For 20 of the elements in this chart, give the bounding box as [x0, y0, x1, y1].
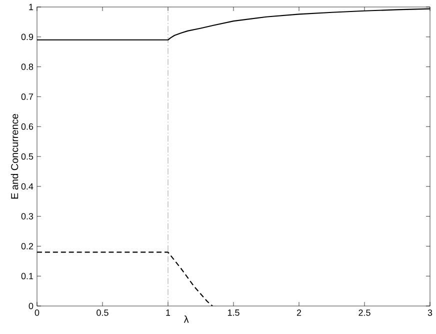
- x-axis-title: λ: [184, 316, 189, 323]
- x-tick-label: 0.5: [96, 310, 108, 316]
- y-tick-label: 0: [28, 302, 34, 310]
- y-tick-label: 0.2: [21, 243, 34, 250]
- x-tick-label: 0: [34, 310, 40, 316]
- x-tick-label: 3: [428, 310, 432, 316]
- y-tick-label: 0.5: [21, 153, 34, 160]
- x-tick-label: 2.5: [358, 310, 370, 316]
- y-tick-label: 0.6: [21, 123, 34, 130]
- y-tick-label: 0.7: [21, 94, 34, 100]
- x-tick-label: 1: [166, 310, 170, 316]
- y-tick-label: 0.1: [21, 272, 34, 280]
- y-tick-label: 0.9: [21, 34, 34, 40]
- y-tick-label: 0.3: [21, 213, 34, 220]
- x-tick-label: 1.5: [228, 310, 240, 316]
- y-tick-label: 0.8: [21, 64, 34, 70]
- x-tick-label: 2: [296, 310, 302, 316]
- y-tick-label: 1: [29, 4, 34, 10]
- y-axis-title: E and Concurrence: [10, 114, 18, 199]
- y-tick-label: 0.4: [21, 183, 34, 190]
